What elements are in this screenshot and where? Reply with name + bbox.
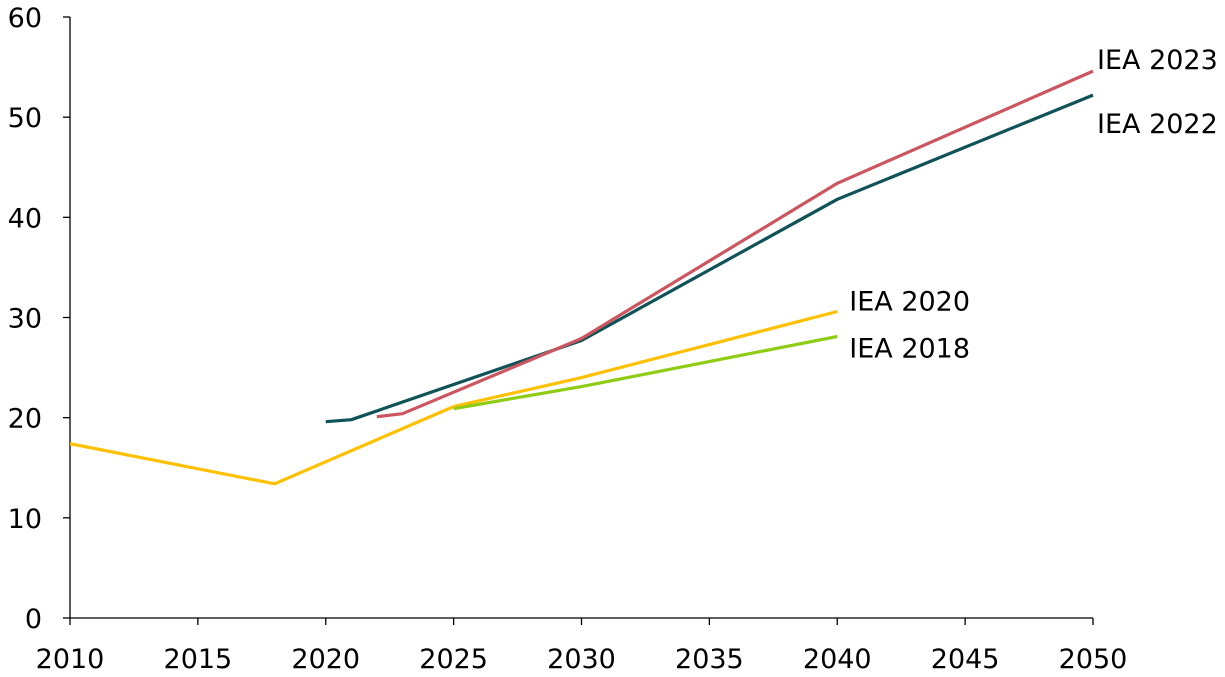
series-label-iea-2022: IEA 2022 <box>1097 109 1218 140</box>
x-tick-label: 2045 <box>931 644 1000 675</box>
series-lines <box>69 69 1094 486</box>
series-label-iea-2023: IEA 2023 <box>1097 45 1218 76</box>
x-tick-label: 2030 <box>547 644 616 675</box>
x-tick-label: 2040 <box>803 644 872 675</box>
y-tick-label: 60 <box>8 3 42 34</box>
y-tick-label: 50 <box>8 103 42 134</box>
series-line-historical <box>69 405 455 486</box>
series-label-iea-2018: IEA 2018 <box>849 334 970 365</box>
x-axis-ticks: 2010 2015 2020 2025 2030 2035 2040 2045 2050 <box>36 618 1128 675</box>
y-tick-label: 40 <box>8 203 42 234</box>
series-line-iea-2018 <box>453 334 838 411</box>
y-tick-label: 10 <box>8 504 42 535</box>
series-line-iea-2020 <box>453 309 838 409</box>
x-tick-label: 2025 <box>419 644 488 675</box>
x-tick-label: 2010 <box>36 644 105 675</box>
series-line-iea-2023 <box>376 69 1094 419</box>
y-axis-ticks: 0 10 20 30 40 50 60 <box>8 3 70 635</box>
y-tick-label: 20 <box>8 404 42 435</box>
x-tick-label: 2020 <box>291 644 360 675</box>
y-tick-label: 30 <box>8 304 42 335</box>
series-label-iea-2020: IEA 2020 <box>849 286 970 317</box>
x-tick-label: 2015 <box>164 644 233 675</box>
series-line-iea-2022 <box>325 93 1094 424</box>
x-tick-label: 2050 <box>1059 644 1128 675</box>
y-tick-label: 0 <box>25 604 42 635</box>
series-labels: IEA 2020 IEA 2018 IEA 2022 IEA 2023 <box>849 45 1218 364</box>
axes <box>69 17 1093 619</box>
x-tick-label: 2035 <box>675 644 744 675</box>
